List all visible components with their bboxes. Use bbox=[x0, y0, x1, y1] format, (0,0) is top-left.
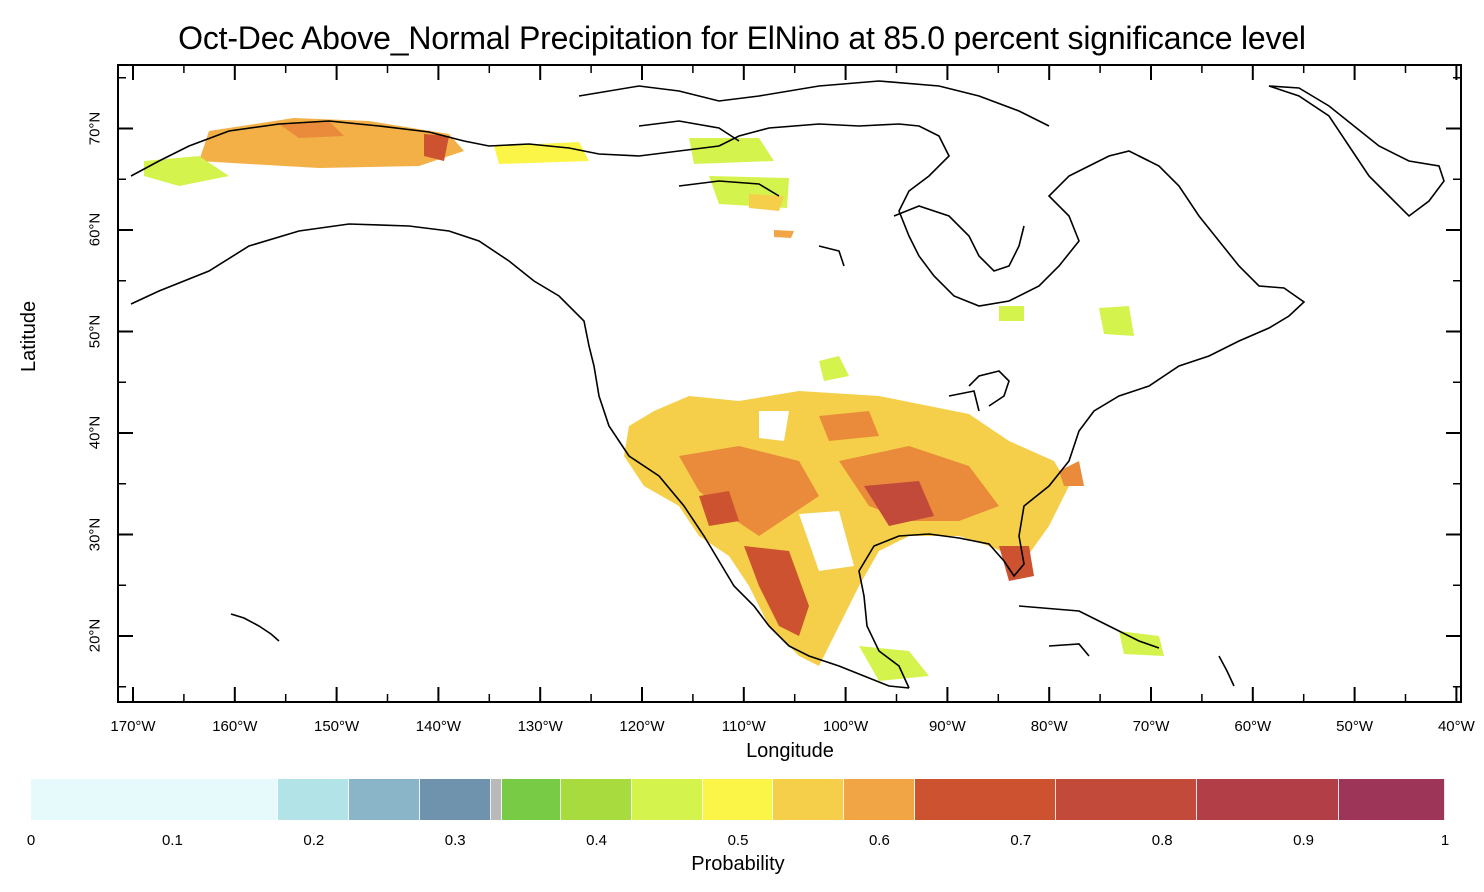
lon-tick-label: 90°W bbox=[928, 718, 966, 735]
colorbar-segment bbox=[278, 779, 350, 820]
colorbar-segment bbox=[561, 779, 632, 820]
x-axis-title: Longitude bbox=[746, 740, 834, 762]
shade-hole-1 bbox=[799, 511, 854, 571]
lat-tick-label: 60°N bbox=[86, 212, 104, 247]
shade-alaska-core bbox=[279, 121, 344, 138]
lon-tick-label: 100°W bbox=[823, 718, 869, 735]
lat-tick-label: 50°N bbox=[86, 314, 104, 348]
shade-arctic-1 bbox=[689, 138, 774, 164]
shade-yucatan bbox=[859, 646, 929, 681]
shade-plains-north bbox=[819, 356, 849, 381]
lon-tick-label: 50°W bbox=[1336, 718, 1374, 735]
colorbar-segment bbox=[419, 779, 491, 820]
lat-tick-label: 40°N bbox=[86, 415, 104, 450]
coastlines bbox=[130, 80, 1445, 689]
shade-mexico-red bbox=[744, 546, 809, 636]
shade-kansas bbox=[819, 411, 879, 441]
colorbar-tick-label: 0.4 bbox=[586, 832, 608, 849]
colorbar-tick-label: 0 bbox=[26, 832, 36, 849]
colorbar-tick-label: 0.8 bbox=[1151, 832, 1173, 849]
lon-tick-label: 120°W bbox=[619, 718, 665, 735]
map-title: Oct-Dec Above_Normal Precipitation for E… bbox=[178, 20, 1306, 56]
probability-colorbar bbox=[31, 779, 1445, 820]
colorbar-tick-label: 0.9 bbox=[1293, 832, 1315, 849]
colorbar-tick-label: 0.7 bbox=[1010, 832, 1032, 849]
shade-arizona-red bbox=[699, 491, 739, 526]
lon-tick-label: 130°W bbox=[517, 718, 563, 735]
colorbar-title: Probability bbox=[691, 853, 785, 875]
colorbar-segment bbox=[773, 779, 844, 820]
lon-tick-label: 160°W bbox=[212, 718, 258, 735]
lon-tick-label: 110°W bbox=[721, 718, 766, 735]
shade-arctic-4 bbox=[774, 230, 794, 238]
map-panel bbox=[117, 64, 1462, 703]
lon-tick-label: 140°W bbox=[415, 718, 461, 735]
colorbar-segment bbox=[490, 779, 502, 820]
colorbar-tick-label: 1 bbox=[1440, 832, 1450, 849]
colorbar-segment bbox=[1056, 779, 1198, 820]
colorbar-segment bbox=[631, 779, 703, 820]
lat-tick-label: 70°N bbox=[86, 111, 104, 145]
colorbar-segment bbox=[914, 779, 1056, 820]
colorbar-tick-label: 0.2 bbox=[303, 832, 325, 849]
lon-tick-label: 40°W bbox=[1437, 718, 1475, 735]
shade-hole-2 bbox=[759, 411, 789, 441]
probability-shading bbox=[144, 118, 1164, 681]
colorbar-segment bbox=[702, 779, 774, 820]
colorbar-segment bbox=[349, 779, 420, 820]
shade-florida bbox=[999, 546, 1034, 581]
shade-alaska-red bbox=[424, 134, 449, 161]
lon-tick-label: 70°W bbox=[1132, 718, 1170, 735]
shade-alaska-north bbox=[199, 118, 464, 168]
shade-alaska-west bbox=[144, 156, 229, 186]
colorbar-segment bbox=[1197, 779, 1339, 820]
shade-ontario bbox=[999, 306, 1024, 321]
shade-texas-red bbox=[864, 481, 934, 526]
colorbar-tick-label: 0.5 bbox=[727, 832, 749, 849]
lon-tick-label: 80°W bbox=[1030, 718, 1068, 735]
lon-tick-label: 60°W bbox=[1234, 718, 1272, 735]
colorbar-segment bbox=[501, 779, 562, 820]
colorbar-segment bbox=[1338, 779, 1445, 820]
colorbar-tick-label: 0.6 bbox=[868, 832, 890, 849]
lon-tick-label: 170°W bbox=[110, 718, 156, 735]
y-axis-title: Latitude bbox=[18, 300, 40, 372]
shade-us-southwest bbox=[679, 446, 819, 536]
lon-tick-label: 150°W bbox=[314, 718, 360, 735]
lat-tick-label: 20°N bbox=[86, 618, 104, 653]
colorbar-segment bbox=[31, 779, 279, 820]
colorbar-tick-label: 0.3 bbox=[444, 832, 466, 849]
precipitation-map bbox=[130, 80, 1445, 689]
shade-quebec bbox=[1099, 306, 1134, 336]
lat-tick-label: 30°N bbox=[86, 517, 104, 551]
shade-carolinas bbox=[1059, 461, 1084, 486]
colorbar-tick-label: 0.1 bbox=[161, 832, 183, 849]
shade-arctic-3 bbox=[749, 194, 784, 211]
colorbar-segment bbox=[843, 779, 915, 820]
